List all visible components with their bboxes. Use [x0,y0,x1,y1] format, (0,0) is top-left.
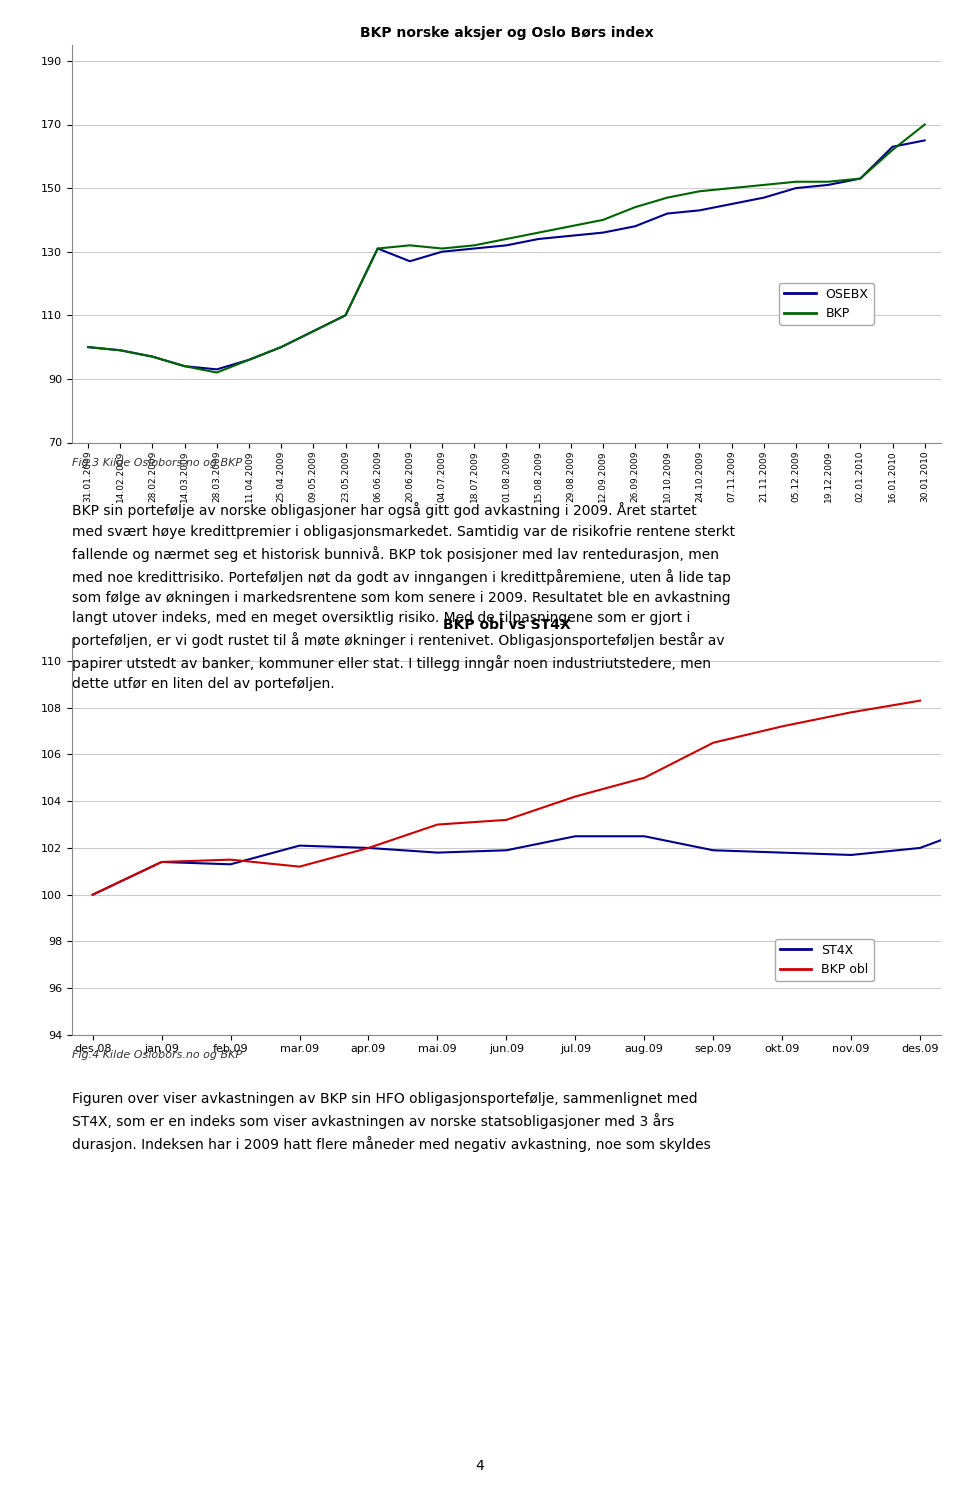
Title: BKP obl vs ST4X: BKP obl vs ST4X [443,618,570,632]
Legend: OSEBX, BKP: OSEBX, BKP [780,282,874,326]
Title: BKP norske aksjer og Oslo Børs index: BKP norske aksjer og Oslo Børs index [360,26,653,39]
Text: Figuren over viser avkastningen av BKP sin HFO obligasjonsportefølje, sammenlign: Figuren over viser avkastningen av BKP s… [72,1092,710,1152]
Text: Fig.3 Kilde Oslobors.no og BKP: Fig.3 Kilde Oslobors.no og BKP [72,458,242,468]
Text: BKP sin portefølje av norske obligasjoner har også gitt god avkastning i 2009. Å: BKP sin portefølje av norske obligasjone… [72,503,735,692]
Legend: ST4X, BKP obl: ST4X, BKP obl [776,939,874,981]
Text: 4: 4 [475,1460,485,1473]
Text: Fig.4 Kilde Oslobors.no og BKP: Fig.4 Kilde Oslobors.no og BKP [72,1050,242,1060]
